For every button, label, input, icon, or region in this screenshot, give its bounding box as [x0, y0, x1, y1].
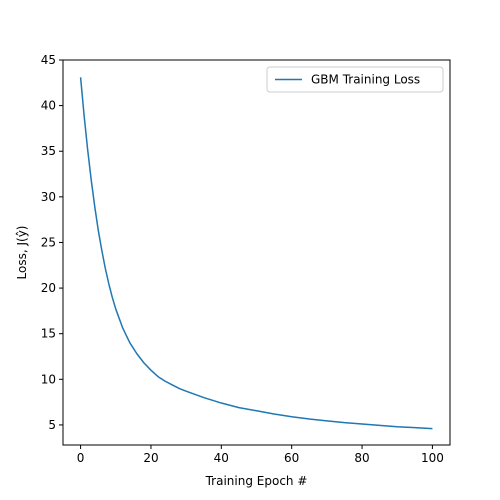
x-axis: 0 20 40 60 80 100 — [77, 445, 444, 465]
y-tick-label: 25 — [41, 235, 56, 249]
series-line — [79, 77, 433, 430]
plot-layer — [79, 77, 433, 430]
y-tick-label: 20 — [41, 281, 56, 295]
y-axis-label: Loss, J(ŷ) — [15, 226, 29, 280]
x-tick-label: 60 — [284, 451, 299, 465]
y-tick-label: 15 — [41, 327, 56, 341]
y-axis: 5 10 15 20 25 30 35 40 45 — [41, 53, 63, 432]
y-tick-label: 30 — [41, 190, 56, 204]
y-tick-label: 35 — [41, 144, 56, 158]
legend-label: GBM Training Loss — [311, 73, 420, 87]
x-tick-label: 80 — [354, 451, 369, 465]
x-tick-label: 20 — [143, 451, 158, 465]
x-tick-label: 100 — [421, 451, 444, 465]
y-tick-label: 45 — [41, 53, 56, 67]
x-axis-label: Training Epoch # — [205, 474, 308, 488]
legend: GBM Training Loss — [266, 66, 444, 93]
y-tick-label: 5 — [48, 418, 56, 432]
x-tick-label: 40 — [214, 451, 229, 465]
y-tick-label: 40 — [41, 99, 56, 113]
x-tick-label: 0 — [77, 451, 85, 465]
plot-frame — [62, 59, 451, 446]
legend-box — [266, 66, 444, 93]
y-tick-label: 10 — [41, 372, 56, 386]
